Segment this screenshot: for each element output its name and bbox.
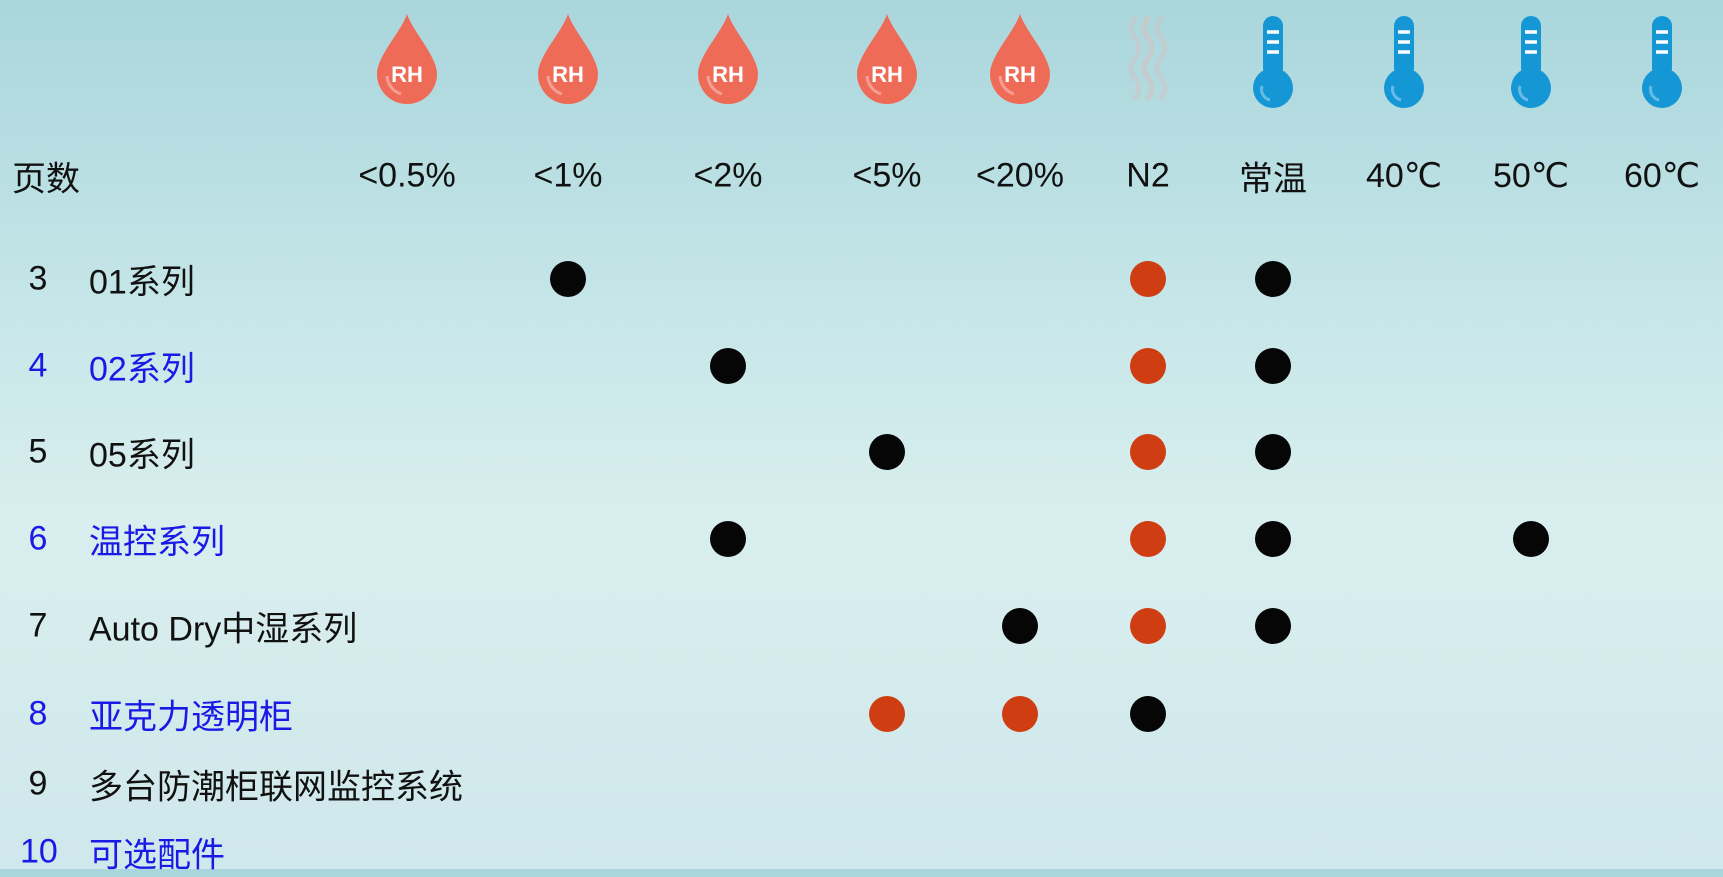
availability-dot-black xyxy=(710,348,746,384)
row-page-number: 5 xyxy=(28,432,48,471)
thermometer-icon xyxy=(1642,16,1682,108)
column-header: 常温 xyxy=(1239,160,1307,199)
availability-dot-red xyxy=(1002,696,1038,732)
column-header: 50℃ xyxy=(1492,157,1570,195)
rh-icon-text: RH xyxy=(1004,62,1036,87)
column-header: 60℃ xyxy=(1623,157,1701,195)
column-header: N2 xyxy=(1126,156,1170,195)
column-header: <5% xyxy=(852,156,922,195)
availability-dot-black xyxy=(1002,608,1038,644)
row-label: 多台防潮柜联网监控系统 xyxy=(89,768,463,807)
availability-dot-red xyxy=(1130,434,1166,470)
availability-dot-black xyxy=(869,434,905,470)
availability-dot-black xyxy=(710,521,746,557)
availability-dot-black xyxy=(1255,261,1291,297)
availability-dot-red xyxy=(1130,261,1166,297)
humidity-drop-icon: RH xyxy=(990,14,1050,104)
availability-dot-red xyxy=(1130,608,1166,644)
availability-dot-black xyxy=(1255,348,1291,384)
row-label: 01系列 xyxy=(89,263,195,302)
row-label: Auto Dry中湿系列 xyxy=(89,610,358,649)
column-header: 40℃ xyxy=(1365,157,1443,195)
page-column-header: 页数 xyxy=(12,160,80,199)
availability-dot-black xyxy=(1255,521,1291,557)
column-header: <2% xyxy=(693,156,763,195)
row-label-link[interactable]: 亚克力透明柜 xyxy=(89,698,293,737)
column-header: <1% xyxy=(533,156,603,195)
row-page-number: 9 xyxy=(28,764,48,803)
row-page-number[interactable]: 8 xyxy=(28,694,48,733)
column-header: <0.5% xyxy=(358,156,456,195)
rh-icon-text: RH xyxy=(712,62,744,87)
row-page-number: 3 xyxy=(28,259,48,298)
nitrogen-gas-icon xyxy=(1128,15,1168,101)
thermometer-icon xyxy=(1253,16,1293,108)
thermometer-icon xyxy=(1511,16,1551,108)
row-page-number: 7 xyxy=(28,606,48,645)
availability-dot-red xyxy=(869,696,905,732)
humidity-drop-icon: RH xyxy=(698,14,758,104)
availability-dot-red xyxy=(1130,348,1166,384)
row-page-number[interactable]: 10 xyxy=(20,832,58,871)
row-label: 05系列 xyxy=(89,436,195,475)
row-page-number[interactable]: 4 xyxy=(28,346,48,385)
thermometer-icon xyxy=(1384,16,1424,108)
rh-icon-text: RH xyxy=(391,62,423,87)
rh-icon-text: RH xyxy=(552,62,584,87)
availability-dot-black xyxy=(1130,696,1166,732)
availability-dot-black xyxy=(1255,608,1291,644)
row-label-link[interactable]: 可选配件 xyxy=(89,836,225,875)
availability-dot-red xyxy=(1130,521,1166,557)
rh-icon-text: RH xyxy=(871,62,903,87)
availability-dot-black xyxy=(1513,521,1549,557)
availability-dot-black xyxy=(550,261,586,297)
humidity-drop-icon: RH xyxy=(857,14,917,104)
column-header: <20% xyxy=(976,156,1064,195)
availability-dot-black xyxy=(1255,434,1291,470)
humidity-drop-icon: RH xyxy=(538,14,598,104)
row-label-link[interactable]: 温控系列 xyxy=(89,523,225,562)
row-page-number[interactable]: 6 xyxy=(28,519,48,558)
row-label-link[interactable]: 02系列 xyxy=(89,350,195,389)
humidity-drop-icon: RH xyxy=(377,14,437,104)
